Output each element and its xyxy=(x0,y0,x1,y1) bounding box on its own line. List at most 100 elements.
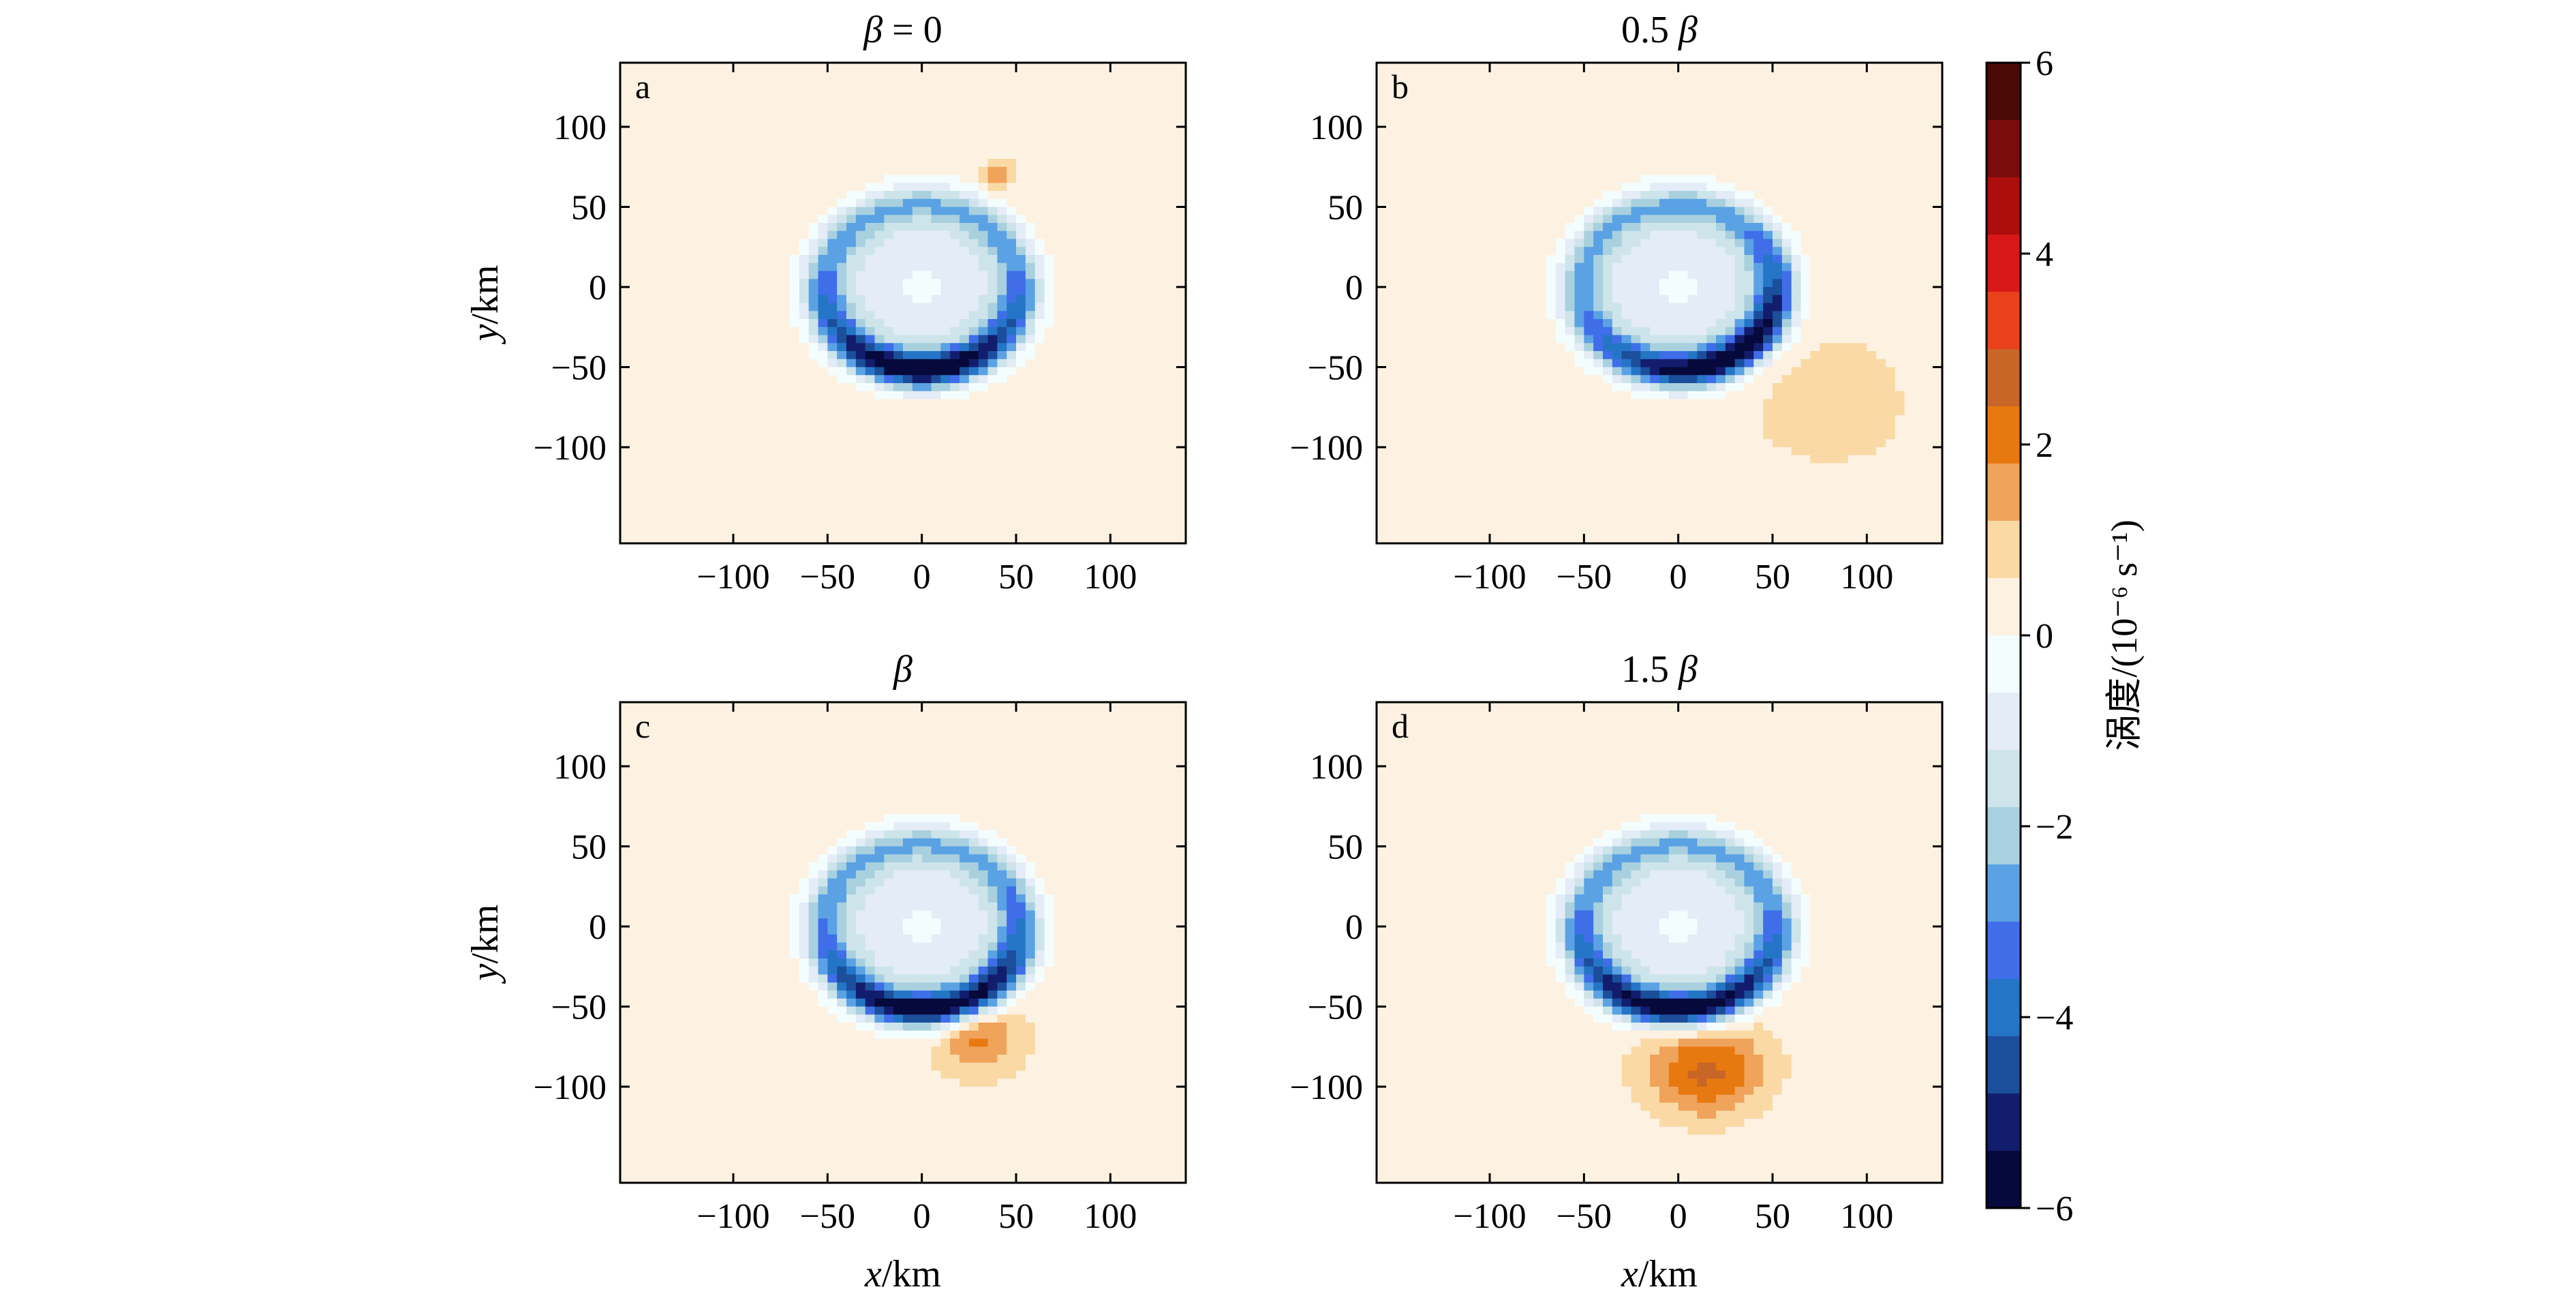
field-cell xyxy=(1687,78,1698,87)
field-cell xyxy=(724,399,734,408)
field-cell xyxy=(705,471,715,480)
field-cell xyxy=(893,463,904,472)
field-cell xyxy=(1895,183,1905,192)
field-cell xyxy=(931,319,941,328)
field-cell xyxy=(921,351,932,360)
field-cell xyxy=(1640,151,1651,160)
field-cell xyxy=(903,287,913,296)
field-cell xyxy=(1176,191,1186,200)
field-cell xyxy=(855,359,866,368)
field-cell xyxy=(1857,70,1867,80)
field-cell xyxy=(1129,479,1139,488)
field-cell xyxy=(987,183,998,192)
field-cell xyxy=(1110,255,1120,264)
field-cell xyxy=(1176,415,1186,424)
field-cell xyxy=(1829,207,1839,215)
field-cell xyxy=(1167,407,1177,416)
field-cell xyxy=(846,95,857,104)
field-cell xyxy=(1820,207,1830,215)
field-cell xyxy=(1612,70,1623,80)
field-cell xyxy=(1120,255,1130,264)
panel-title: β = 0 xyxy=(863,9,942,51)
field-cell xyxy=(1424,102,1434,112)
field-cell xyxy=(667,287,677,296)
field-cell xyxy=(799,287,810,296)
field-cell xyxy=(695,391,706,400)
field-cell xyxy=(1073,439,1083,448)
field-cell xyxy=(1527,78,1537,87)
field-cell xyxy=(1668,134,1679,144)
field-cell xyxy=(1377,119,1387,127)
field-cell xyxy=(1829,134,1839,144)
field-cell xyxy=(808,535,819,544)
field-cell xyxy=(1612,183,1623,192)
field-cell xyxy=(1574,151,1584,160)
field-cell xyxy=(1490,142,1500,151)
field-cell xyxy=(837,351,847,360)
field-cell xyxy=(1471,78,1481,87)
field-cell xyxy=(997,230,1007,240)
field-cell xyxy=(912,351,923,360)
field-cell xyxy=(865,78,876,87)
field-cell xyxy=(837,423,847,432)
field-cell xyxy=(1820,110,1830,119)
field-cell xyxy=(1034,519,1045,528)
field-cell xyxy=(1385,102,1396,112)
field-cell xyxy=(827,279,838,288)
field-cell xyxy=(1025,311,1036,320)
field-cell xyxy=(921,359,932,368)
field-cell xyxy=(629,303,640,312)
field-cell xyxy=(978,262,989,272)
field-cell xyxy=(724,239,734,247)
field-cell xyxy=(1471,183,1481,192)
field-cell xyxy=(1527,102,1537,112)
field-cell xyxy=(1073,319,1083,328)
field-cell xyxy=(771,295,781,304)
field-cell xyxy=(1697,175,1707,183)
field-cell xyxy=(1838,127,1849,136)
field-cell xyxy=(1678,127,1689,136)
field-cell xyxy=(865,463,876,472)
field-cell xyxy=(827,319,838,328)
field-cell xyxy=(620,463,630,472)
field-cell xyxy=(1923,70,1933,80)
field-cell xyxy=(714,295,724,304)
field-cell xyxy=(837,198,847,208)
field-cell xyxy=(1584,78,1594,87)
field-cell xyxy=(639,230,649,240)
field-cell xyxy=(808,399,819,408)
field-cell xyxy=(865,110,876,119)
field-cell xyxy=(1129,343,1139,352)
field-cell xyxy=(1490,63,1500,72)
field-cell xyxy=(667,327,677,336)
field-cell xyxy=(752,183,763,192)
field-cell xyxy=(1138,343,1149,352)
field-cell xyxy=(1082,383,1092,392)
field-cell xyxy=(1763,87,1773,95)
field-cell xyxy=(1025,223,1036,232)
field-cell xyxy=(733,175,743,183)
field-cell xyxy=(1659,119,1670,127)
field-cell xyxy=(921,335,932,344)
field-cell xyxy=(1537,183,1547,192)
field-cell xyxy=(855,102,866,112)
field-cell xyxy=(1829,159,1839,168)
field-cell xyxy=(1555,207,1566,215)
field-cell xyxy=(752,463,763,472)
field-cell xyxy=(1148,335,1159,344)
field-cell xyxy=(742,527,753,536)
field-cell xyxy=(1490,175,1500,183)
field-cell xyxy=(1442,166,1453,176)
field-cell xyxy=(1138,535,1149,544)
field-cell xyxy=(761,255,771,264)
field-cell xyxy=(1073,479,1083,488)
field-cell xyxy=(1377,127,1387,136)
field-cell xyxy=(667,415,677,424)
field-cell xyxy=(799,511,810,520)
field-cell xyxy=(1584,110,1594,119)
field-cell xyxy=(724,343,734,352)
field-cell xyxy=(1082,95,1092,104)
field-cell xyxy=(695,95,706,104)
field-cell xyxy=(1621,63,1632,72)
field-cell xyxy=(695,367,706,376)
